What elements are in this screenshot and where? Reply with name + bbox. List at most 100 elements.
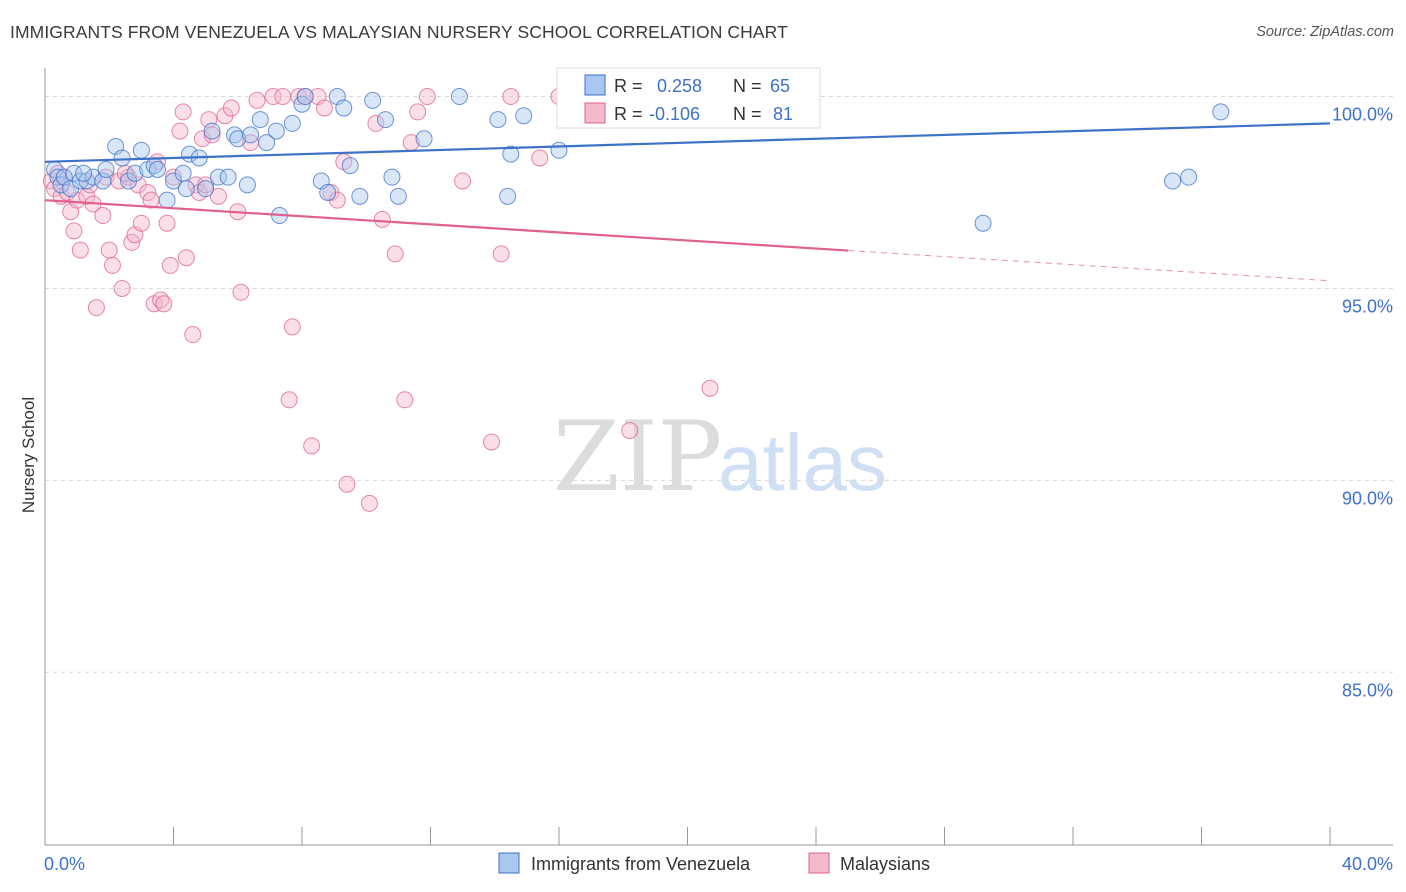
point-malaysians [531, 149, 549, 167]
point-venezuela [113, 149, 131, 167]
point-malaysians [155, 295, 173, 313]
watermark-atlas: atlas [718, 418, 887, 507]
point-malaysians [454, 172, 472, 190]
point-venezuela [238, 176, 256, 194]
legend-label-venezuela: Immigrants from Venezuela [531, 854, 751, 874]
point-malaysians [315, 99, 333, 117]
point-venezuela [383, 168, 401, 186]
point-malaysians [100, 241, 118, 259]
point-malaysians [492, 245, 510, 263]
point-venezuela [242, 126, 260, 144]
point-venezuela [197, 180, 215, 198]
stats-r-value-pink: -0.106 [649, 104, 700, 124]
point-venezuela [75, 164, 93, 182]
point-malaysians [396, 391, 414, 409]
point-venezuela [1164, 172, 1182, 190]
point-malaysians [274, 88, 292, 106]
point-venezuela [283, 114, 301, 132]
point-venezuela [341, 157, 359, 175]
legend-swatch-venezuela [498, 852, 520, 874]
point-malaysians [409, 103, 427, 121]
watermark-zip: ZIP [553, 401, 722, 513]
stats-r-label-blue: R = [614, 76, 643, 96]
x-tick-label-max: 40.0% [1342, 854, 1393, 874]
point-venezuela [258, 134, 276, 152]
point-malaysians [303, 437, 321, 455]
point-malaysians [264, 88, 282, 106]
chart-title: IMMIGRANTS FROM VENEZUELA VS MALAYSIAN N… [10, 22, 788, 42]
point-venezuela [219, 168, 237, 186]
point-malaysians [367, 114, 385, 132]
point-malaysians [483, 433, 501, 451]
source-credit: Source: ZipAtlas.com [1256, 24, 1394, 40]
trend-line-0 [44, 122, 1331, 163]
x-tick-label-min: 0.0% [44, 854, 85, 874]
point-venezuela [1180, 168, 1198, 186]
y-tick-label: 85.0% [1342, 680, 1393, 700]
y-tick-label: 95.0% [1342, 296, 1393, 316]
point-venezuela [389, 187, 407, 205]
point-venezuela [229, 130, 247, 148]
point-malaysians [132, 214, 150, 232]
point-venezuela [203, 122, 221, 140]
point-venezuela [296, 88, 314, 106]
point-malaysians [701, 379, 719, 397]
point-malaysians [232, 283, 250, 301]
point-venezuela [499, 187, 517, 205]
point-venezuela [1212, 103, 1230, 121]
point-malaysians [373, 210, 391, 228]
series-malaysians-points [42, 88, 719, 512]
point-venezuela [177, 180, 195, 198]
stats-n-label-blue: N = [733, 76, 762, 96]
point-malaysians [209, 187, 227, 205]
stats-n-label-pink: N = [733, 104, 762, 124]
point-malaysians [621, 421, 639, 439]
point-malaysians [94, 207, 112, 225]
point-venezuela [97, 160, 115, 178]
point-malaysians [184, 326, 202, 344]
point-venezuela [502, 145, 520, 163]
point-venezuela [267, 122, 285, 140]
watermark: ZIP atlas [553, 401, 887, 513]
legend-label-malaysians: Malaysians [840, 854, 930, 874]
point-malaysians [418, 88, 436, 106]
point-malaysians [222, 99, 240, 117]
y-axis-label: Nursery School [19, 397, 38, 513]
stats-r-label-pink: R = [614, 104, 643, 124]
point-malaysians [502, 88, 520, 106]
point-malaysians [386, 245, 404, 263]
point-venezuela [158, 191, 176, 209]
y-tick-label: 90.0% [1342, 488, 1393, 508]
point-malaysians [71, 241, 89, 259]
y-tick-label: 100.0% [1332, 105, 1393, 125]
axes [44, 68, 1393, 846]
stats-n-value-blue: 65 [770, 76, 790, 96]
point-malaysians [197, 176, 215, 194]
point-venezuela [415, 130, 433, 148]
point-malaysians [65, 222, 83, 240]
point-malaysians [203, 126, 221, 144]
trend-line-1 [44, 199, 849, 252]
point-venezuela [974, 214, 992, 232]
point-venezuela [148, 160, 166, 178]
point-malaysians [171, 122, 189, 140]
stats-swatch-blue [584, 74, 606, 96]
point-malaysians [113, 279, 131, 297]
stats-n-value-pink: 81 [773, 104, 793, 124]
stats-legend: R = 0.258 N = 65 R = -0.106 N = 81 [556, 67, 821, 129]
series-legend: Immigrants from Venezuela Malaysians [498, 852, 930, 874]
point-malaysians [165, 168, 182, 186]
trend-lines [44, 122, 1331, 282]
point-venezuela [209, 168, 227, 186]
point-venezuela [319, 184, 337, 201]
point-malaysians [174, 103, 192, 121]
point-malaysians [283, 318, 301, 336]
point-malaysians [248, 91, 266, 109]
legend-swatch-malaysians [808, 852, 830, 874]
point-malaysians [338, 475, 356, 493]
point-malaysians [360, 494, 378, 512]
point-venezuela [377, 111, 395, 129]
point-venezuela [335, 99, 353, 117]
trend-line-extension-1 [848, 250, 1331, 282]
point-venezuela [450, 88, 468, 106]
